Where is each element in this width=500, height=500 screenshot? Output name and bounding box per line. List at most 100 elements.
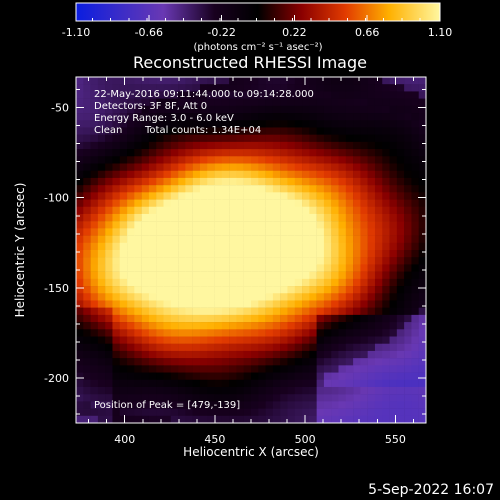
heatmap-cell (127, 408, 135, 417)
heatmap-cell (199, 365, 208, 373)
heatmap-cell (221, 358, 230, 366)
heatmap-cell (214, 120, 223, 128)
heatmap-cell (331, 286, 339, 294)
heatmap-cell (221, 350, 230, 359)
heatmap-cell (105, 307, 113, 316)
heatmap-cell (221, 415, 230, 424)
heatmap-cell (294, 221, 303, 229)
heatmap-cell (280, 350, 288, 359)
heatmap-cell (97, 84, 106, 92)
heatmap-cell (112, 322, 120, 330)
heatmap-cell (389, 199, 398, 207)
heatmap-cell (83, 379, 91, 388)
heatmap-cell (258, 199, 266, 207)
heatmap-cell (90, 358, 99, 366)
heatmap-cell (345, 293, 354, 301)
heatmap-cell (127, 199, 135, 207)
heatmap-cell (353, 329, 361, 337)
heatmap-cell (309, 221, 317, 229)
heatmap-cell (97, 401, 106, 409)
heatmap-cell (221, 120, 230, 128)
heatmap-cell (280, 300, 288, 308)
heatmap-cell (272, 192, 281, 200)
heatmap-cell (127, 127, 135, 135)
heatmap-cell (302, 386, 310, 395)
heatmap-cell (141, 91, 150, 99)
heatmap-cell (90, 415, 99, 424)
heatmap-cell (229, 329, 237, 337)
heatmap-cell (170, 213, 179, 222)
heatmap-cell (411, 199, 419, 207)
heatmap-cell (404, 307, 412, 316)
heatmap-cell (134, 98, 142, 107)
heatmap-cell (105, 278, 113, 287)
heatmap-cell (345, 394, 354, 402)
heatmap-cell (265, 343, 274, 352)
heatmap-cell (309, 77, 317, 85)
heatmap-cell (294, 192, 303, 200)
heatmap-cell (192, 170, 201, 179)
heatmap-cell (251, 170, 259, 179)
heatmap-cell (178, 257, 186, 265)
heatmap-cell (76, 156, 84, 164)
heatmap-cell (105, 329, 113, 337)
heatmap-cell (236, 192, 244, 200)
heatmap-cell (119, 314, 128, 323)
heatmap-cell (389, 77, 398, 85)
heatmap-cell (331, 213, 339, 222)
heatmap-cell (294, 365, 303, 373)
heatmap-cell (119, 91, 128, 99)
heatmap-cell (214, 206, 223, 215)
heatmap-cell (141, 134, 150, 143)
heatmap-cell (382, 149, 390, 157)
heatmap-cell (316, 314, 325, 323)
heatmap-cell (309, 213, 317, 222)
heatmap-cell (251, 336, 259, 344)
heatmap-cell (127, 322, 135, 330)
heatmap-cell (243, 271, 252, 280)
heatmap-cell (287, 350, 295, 359)
heatmap-cell (309, 386, 317, 395)
heatmap-cell (199, 358, 208, 366)
heatmap-cell (374, 206, 383, 215)
heatmap-cell (280, 264, 288, 272)
heatmap-cell (404, 271, 412, 280)
heatmap-cell (207, 394, 215, 402)
heatmap-cell (207, 91, 215, 99)
heatmap-cell (90, 134, 99, 143)
heatmap-cell (389, 170, 398, 179)
heatmap-cell (141, 84, 150, 92)
heatmap-cell (76, 286, 84, 294)
heatmap-cell (199, 177, 208, 186)
heatmap-cell (185, 386, 193, 395)
heatmap-cell (229, 170, 237, 179)
heatmap-cell (294, 271, 303, 280)
heatmap-cell (76, 149, 84, 157)
heatmap-cell (360, 314, 368, 323)
heatmap-cell (272, 314, 281, 323)
heatmap-cell (178, 293, 186, 301)
heatmap-cell (221, 113, 230, 121)
heatmap-cell (294, 293, 303, 301)
heatmap-cell (251, 221, 259, 229)
heatmap-cell (192, 149, 201, 157)
heatmap-cell (134, 221, 142, 229)
heatmap-cell (229, 336, 237, 344)
heatmap-cell (389, 336, 398, 344)
heatmap-cell (90, 221, 99, 229)
heatmap-cell (170, 300, 179, 308)
heatmap-cell (382, 163, 390, 171)
heatmap-cell (127, 156, 135, 164)
heatmap-cell (199, 163, 208, 171)
heatmap-cell (76, 105, 84, 114)
heatmap-cell (83, 170, 91, 179)
heatmap-cell (221, 163, 230, 171)
heatmap-cell (192, 322, 201, 330)
heatmap-cell (280, 293, 288, 301)
heatmap-cell (192, 199, 201, 207)
heatmap-cell (323, 120, 332, 128)
heatmap-cell (258, 127, 266, 135)
heatmap-cell (331, 278, 339, 287)
heatmap-cell (323, 307, 332, 316)
heatmap-cell (127, 185, 135, 193)
